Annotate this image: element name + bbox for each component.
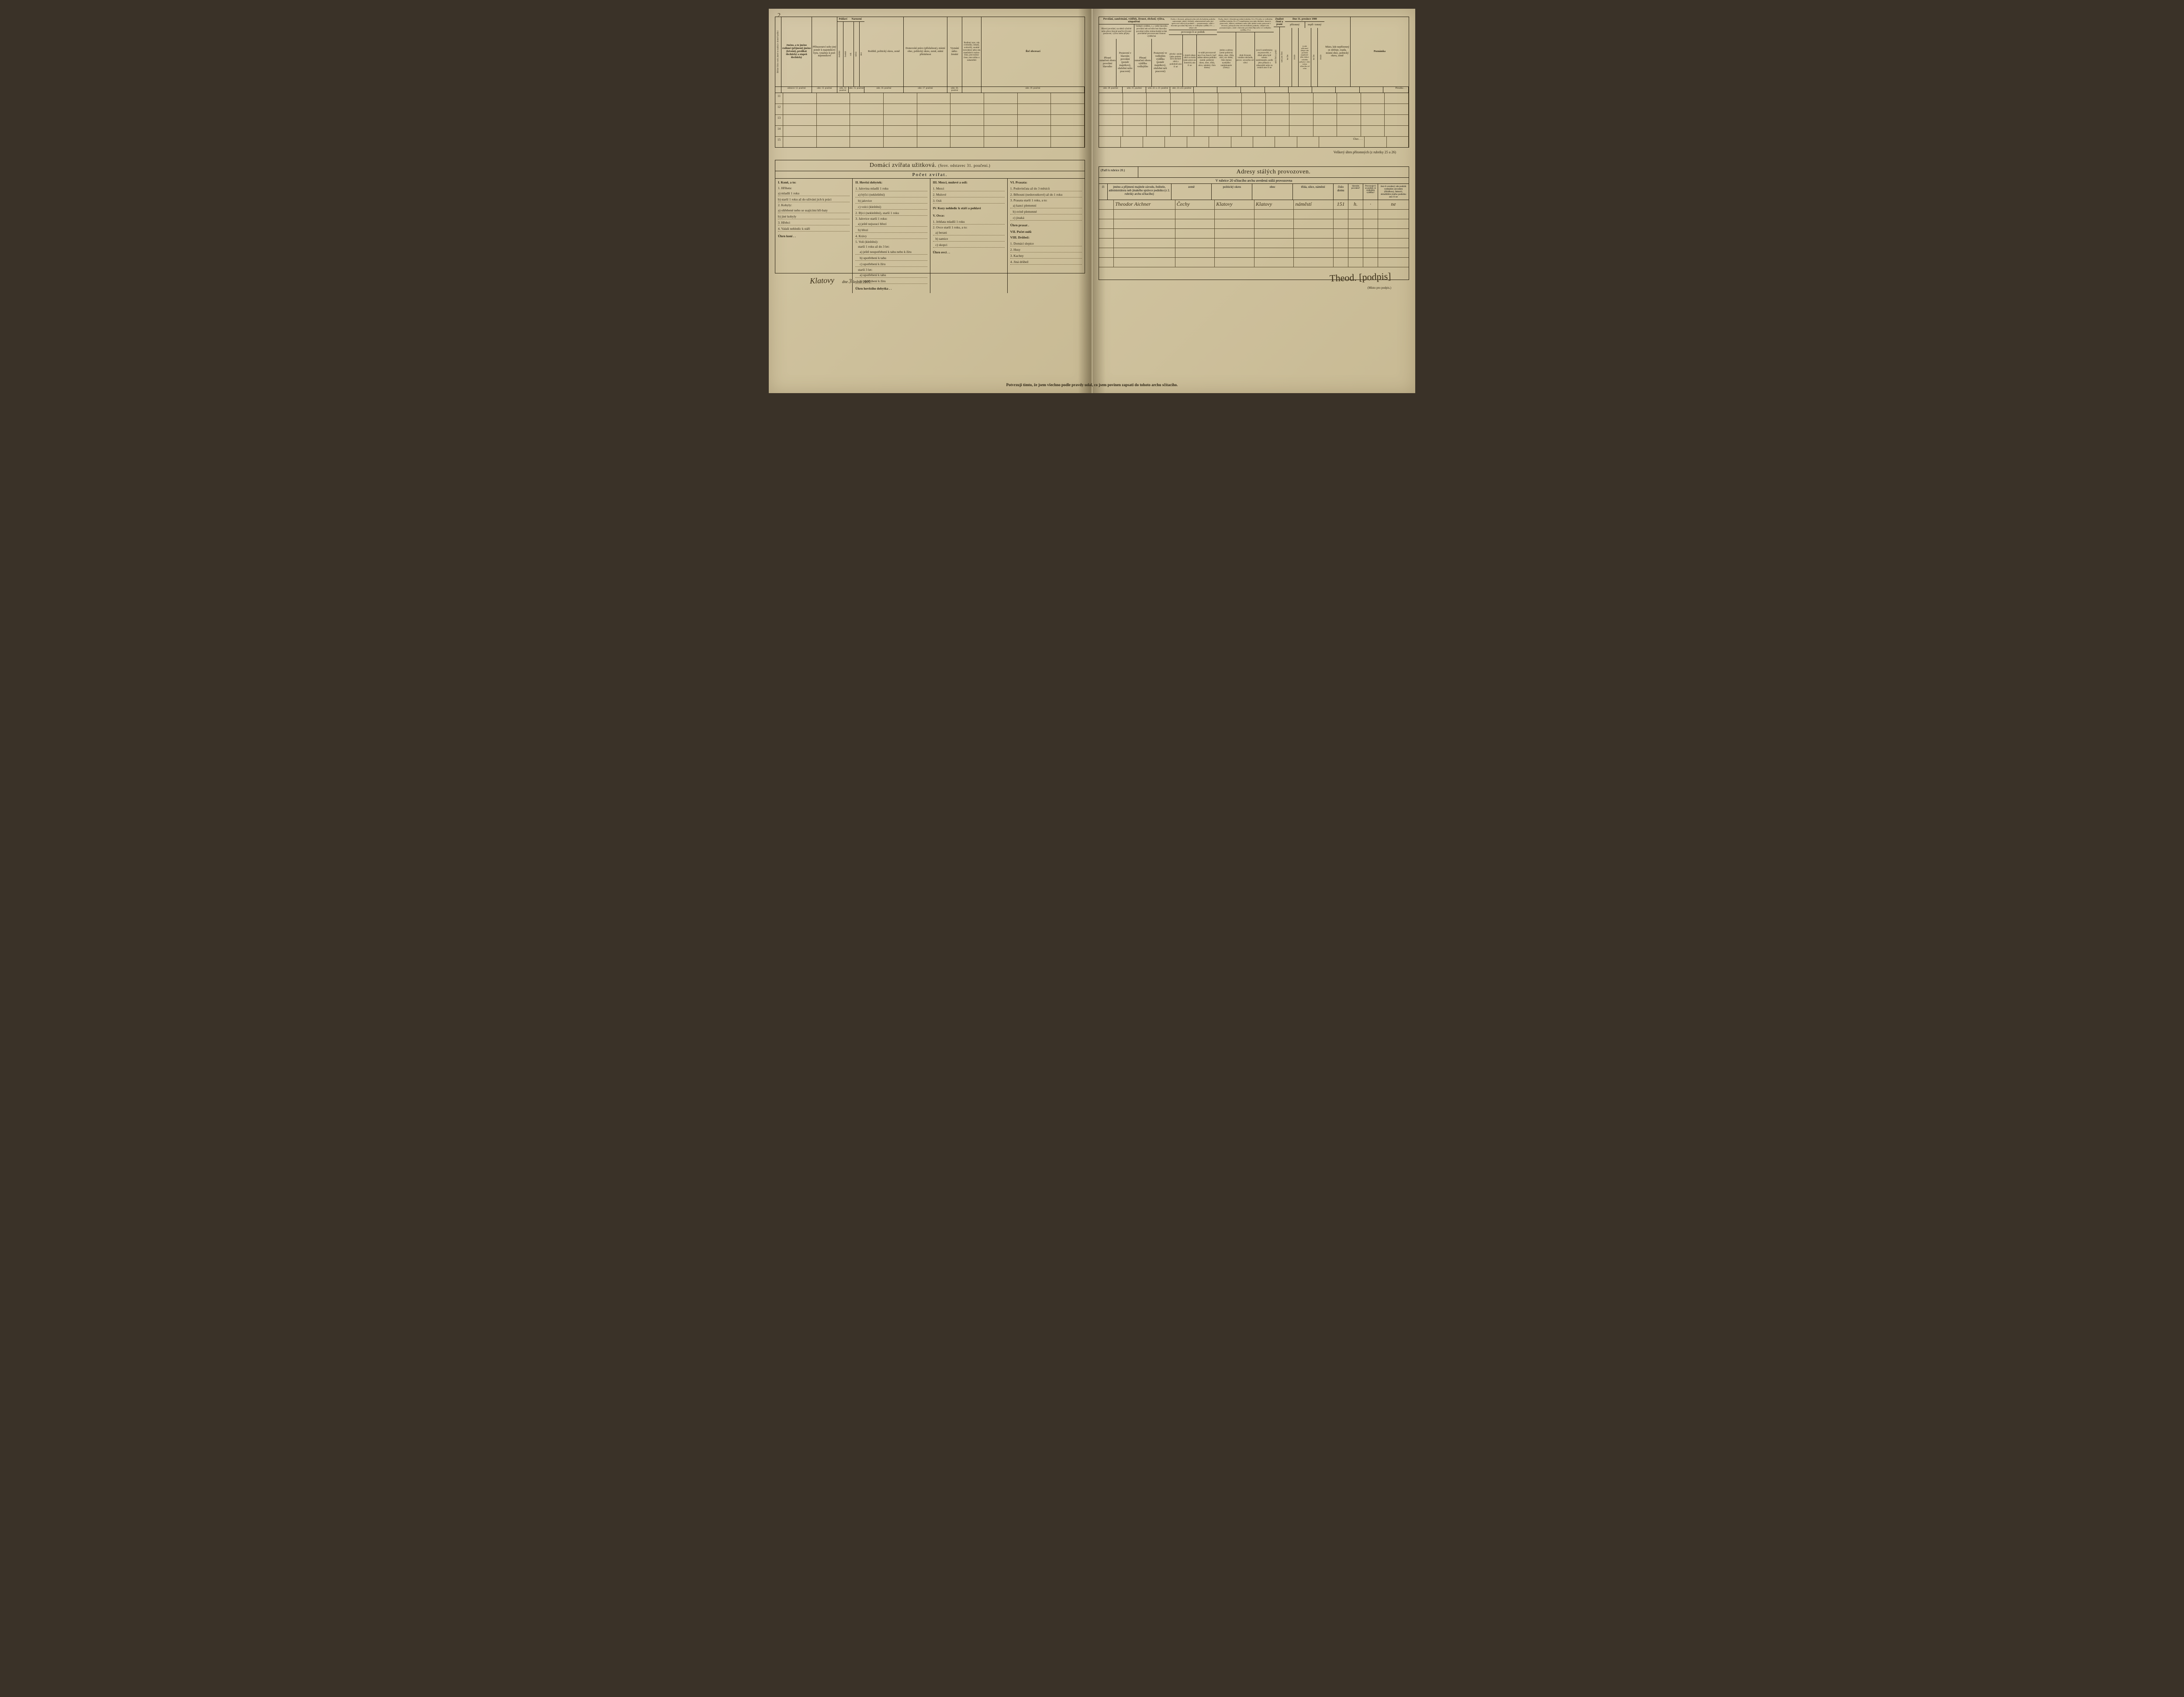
grp-sex: Pohlaví [837,17,849,22]
col-remark: Poznámka [1351,17,1409,86]
fold-shadow-left [1078,9,1091,393]
addresses-body: Theodor Aichner Čechy Klatovy Klatovy ná… [1099,200,1409,267]
signature-area: Theod. [podpis] (Místo pro podpis.) [1099,267,1409,294]
place-handwritten: Klatovy [810,276,835,286]
col-sex-f: ženské [845,51,847,57]
col-religion: Vyznání nábo- ženské [947,17,962,86]
census-table-right: Povolání, zaměstnání, výdělek, živnost, … [1099,17,1409,148]
census-header-right: Povolání, zaměstnání, výdělek, živnost, … [1099,17,1409,87]
col-relation: Příbuzenství nebo jiný poměr k majetníko… [812,17,837,86]
col-birth-y: rok [850,53,853,56]
col-where-absent: Místo, kde nepřítomný se zdržuje, osada,… [1324,17,1351,86]
animals-table: Domácí zvířata užitková. (Srov. odstavec… [775,160,1085,273]
grp-occupation: Povolání, zaměstnání, výdělek, živnost, … [1099,17,1169,24]
fold-shadow-right [1092,9,1106,393]
census-body-right: Úhrn . . . [1099,93,1409,147]
col-language: Řeč obcovací [981,17,1085,86]
animals-subtitle: Počet zvířat. [775,171,1085,179]
grp-birth: Narození [849,17,864,22]
census-table-left: Běžné číslo osob, které se nalézá v domě… [775,17,1085,148]
document-spread: 2 Běžné číslo osob, které se nalézá v do… [769,9,1415,393]
census-body-left: 11 12 13 14 15 [775,93,1085,147]
census-header-left: Běžné číslo osob, které se nalézá v domě… [775,17,1085,87]
ref-line-left: odstavec 12. poučení odst. 13. poučení o… [775,87,1085,93]
page-left: 2 Běžné číslo osob, které se nalézá v do… [769,9,1092,393]
col-birth-d: den [860,52,863,55]
col-rownum: Běžné číslo osob, které se nalézá v domě… [777,31,780,73]
page-right: Povolání, zaměstnání, výdělek, živnost, … [1092,9,1415,393]
address-row: Theodor Aichner Čechy Klatovy Klatovy ná… [1099,200,1409,210]
addresses-table: (Patří k rubrice 20.) Adresy stálých pro… [1099,166,1409,280]
col-name: Jméno, a to jméno rodinné (příjmení) jmé… [781,17,812,86]
col-heimat: Domovské právo (příslušnost), místní obe… [904,17,947,86]
page-number: 2 [778,12,781,19]
addresses-header: čí jméno a příjmení majitele závodu, řed… [1099,184,1409,200]
col-birth-m: měsíc [855,52,858,57]
grand-total-note: Veškerý úhrn přítomných (z rubriky 25 a … [1099,150,1409,154]
col-birthplace: Rodiště, politický okres, země [864,17,904,86]
signature-hand: Theod. [podpis] [1330,271,1391,284]
addresses-title: Adresy stálých provozoven. [1138,167,1409,177]
animals-title: Domácí zvířata užitková. (Srov. odstavec… [775,160,1085,171]
col-marital: Rodinný stav, zda svobodný, ženatý, ovdo… [962,17,981,86]
animals-col-pigs-poultry: VI. Prasata: 1. Podsvinčata až do 3 měsí… [1008,179,1085,293]
confirm-text: Potvrzuji tímto, že jsem všechno podle p… [769,383,1415,387]
col-sex-m: mužské [839,51,841,57]
animals-col-mules-sheep: III. Mezci, mulové a osli: 1. Mezci 2. M… [930,179,1008,293]
ref-line-right: odst. 20. poučení odst. 21. poučení odst… [1099,87,1409,93]
